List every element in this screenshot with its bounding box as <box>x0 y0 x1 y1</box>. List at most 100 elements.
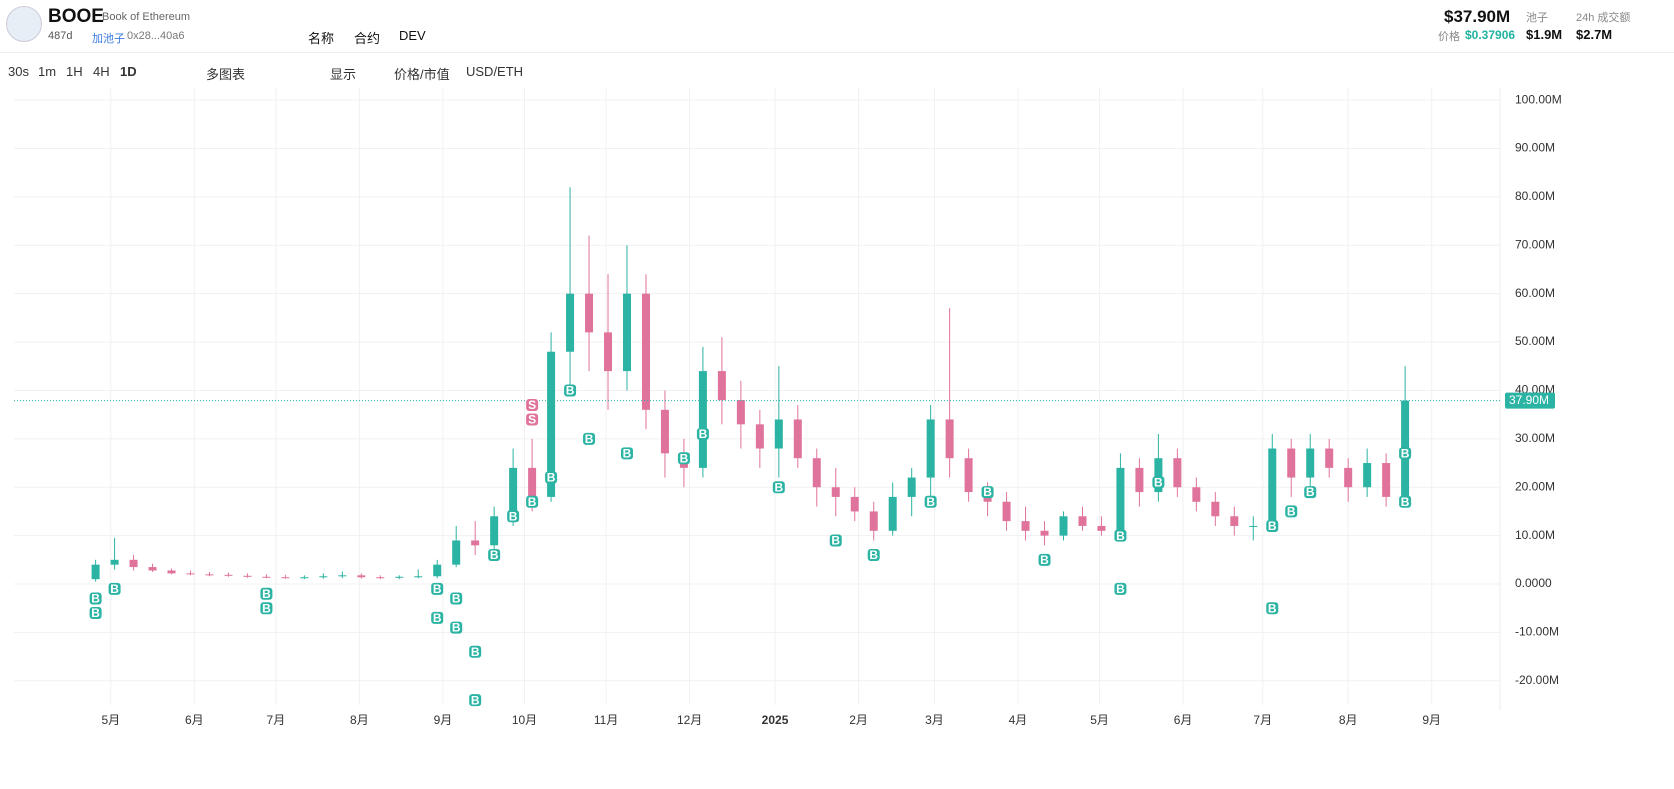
trade-marker-label: B <box>1116 529 1125 543</box>
x-tick-label: 7月 <box>267 713 286 727</box>
candle-body <box>1287 448 1296 478</box>
trade-marker <box>526 398 539 411</box>
candle-body <box>433 564 442 577</box>
toolbar: 30s 1m 1H 4H 1D 多图表 显示 价格/市值 USD/ETH <box>0 56 1674 86</box>
candle-body <box>1249 525 1258 527</box>
y-tick-label: 40.00M <box>1515 383 1555 397</box>
currency[interactable]: USD/ETH <box>466 64 524 79</box>
trade-marker-label: S <box>528 413 536 427</box>
x-tick-label: 9月 <box>1422 713 1441 727</box>
candle-body <box>1154 458 1163 493</box>
interval[interactable]: 1D <box>120 64 137 79</box>
trade-marker-label: B <box>566 384 575 398</box>
candle-body <box>224 574 233 576</box>
trade-marker <box>526 495 539 508</box>
trade-marker-label: B <box>774 480 783 494</box>
trade-marker <box>1266 519 1279 532</box>
interval[interactable]: 1H <box>66 64 83 79</box>
candle-body <box>1192 487 1201 502</box>
candle-body <box>585 293 594 333</box>
trade-marker-label: B <box>926 495 935 509</box>
candle-body <box>1021 521 1030 531</box>
candle-body <box>1306 448 1315 478</box>
trade-marker <box>260 602 273 615</box>
trade-marker <box>564 384 577 397</box>
price-mcap[interactable]: 价格/市值 <box>394 67 450 82</box>
x-tick-label: 2月 <box>849 713 868 727</box>
candle-body <box>945 419 954 459</box>
trade-marker <box>488 548 501 561</box>
candle-body <box>736 400 745 425</box>
x-tick-label: 8月 <box>350 713 369 727</box>
link[interactable]: DEV <box>399 28 426 43</box>
link[interactable]: 合约 <box>354 31 381 46</box>
market-cap: $37.90M <box>1444 7 1511 26</box>
trade-marker <box>867 548 880 561</box>
x-tick-label: 12月 <box>677 713 702 727</box>
trade-marker-label: B <box>699 427 708 441</box>
trade-marker <box>1399 495 1412 508</box>
y-tick-label: 0.0000 <box>1515 576 1552 590</box>
candle-body <box>528 467 537 497</box>
trade-marker-label: B <box>262 587 271 601</box>
candle-body <box>1325 448 1334 468</box>
trade-marker-label: B <box>1268 601 1277 615</box>
trade-marker-label: B <box>452 621 461 635</box>
y-tick-label: -10.00M <box>1515 625 1559 639</box>
candle-body <box>698 371 707 468</box>
legend: BOOE/USD · 1天 · GMGN.AI 开=31.06M 高=39.05M… <box>23 97 554 116</box>
candle-body <box>869 511 878 531</box>
candle-body <box>1135 467 1144 493</box>
candle-body <box>1211 501 1220 517</box>
candle-body <box>319 576 328 578</box>
trade-marker-label: B <box>452 592 461 606</box>
trade-marker <box>431 611 444 624</box>
candle-body <box>660 409 669 454</box>
interval[interactable]: 4H <box>93 64 110 79</box>
legend-value: 30.69M <box>350 101 391 115</box>
trade-marker-label: B <box>110 582 119 596</box>
address[interactable]: 0x28...40a6 <box>127 30 185 42</box>
candle-body <box>414 576 423 578</box>
multi-chart[interactable]: 多图表 <box>206 67 246 82</box>
display[interactable]: 显示 <box>330 67 357 82</box>
candle-body <box>357 575 366 578</box>
candle-body <box>148 567 157 571</box>
volume-label: 24h 成交额 <box>1576 12 1631 24</box>
x-tick-label: 7月 <box>1253 713 1272 727</box>
candle-body <box>717 371 726 401</box>
last-price-box <box>1505 392 1555 409</box>
candle-body <box>926 419 935 478</box>
trade-marker <box>469 645 482 658</box>
interval[interactable]: 30s <box>8 64 29 79</box>
x-tick-label: 6月 <box>1174 713 1193 727</box>
candle-body <box>167 570 176 574</box>
trade-marker-label: B <box>262 601 271 615</box>
trade-marker <box>507 510 520 523</box>
interval[interactable]: 1m <box>38 64 57 79</box>
candle-body <box>129 559 138 568</box>
trade-marker-label: B <box>983 485 992 499</box>
trade-marker-label: B <box>433 582 442 596</box>
pool-label: 池子 <box>1526 12 1548 24</box>
pool-tag[interactable]: 加池子 <box>92 33 125 45</box>
candle-body <box>262 576 271 578</box>
legend-label: 开= <box>200 101 220 115</box>
x-tick-label: 9月 <box>434 713 453 727</box>
trade-marker-label: S <box>528 398 536 412</box>
trade-marker-label: B <box>680 451 689 465</box>
candle-body <box>547 351 556 497</box>
trade-marker <box>450 621 463 634</box>
candle-body <box>907 477 916 497</box>
x-tick-label: 10月 <box>512 713 537 727</box>
candle-body <box>509 467 518 517</box>
candle-body <box>831 487 840 497</box>
candle-body <box>452 540 461 565</box>
x-tick-label: 2025 <box>762 713 789 727</box>
y-tick-label: 70.00M <box>1515 237 1555 251</box>
candle-body <box>983 492 992 502</box>
candle-body <box>1382 463 1391 497</box>
last-price-label: 37.90M <box>1509 393 1549 407</box>
trade-marker <box>583 432 596 445</box>
link[interactable]: 名称 <box>308 31 335 46</box>
